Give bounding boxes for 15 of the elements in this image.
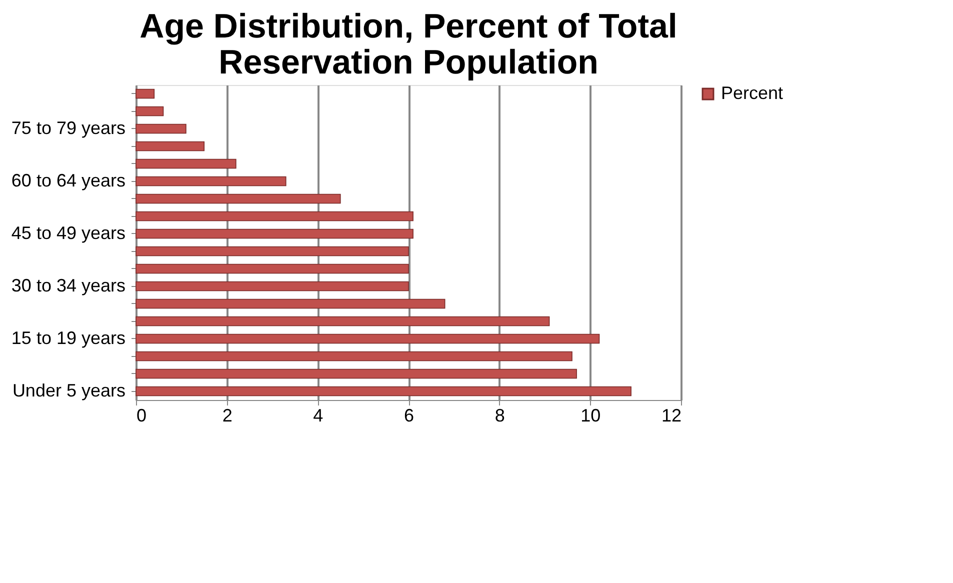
x-tick-label: 6: [404, 406, 414, 426]
chart-title: Age Distribution, Percent of Total Reservation Population: [140, 7, 678, 82]
x-tick-label: 10: [580, 406, 601, 426]
y-tick-label: 75 to 79 years: [11, 118, 126, 138]
x-tick-label: 0: [136, 406, 147, 426]
y-tick-label: 30 to 34 years: [11, 275, 126, 296]
x-tick-label: 4: [313, 406, 324, 426]
y-tick-label: 45 to 49 years: [11, 222, 126, 243]
y-tick-label: 15 to 19 years: [11, 328, 126, 348]
x-tick-label: 12: [661, 406, 682, 426]
y-tick-label: 60 to 64 years: [11, 170, 126, 190]
x-tick-label: 2: [222, 406, 232, 426]
y-tick-label: Under 5 years: [12, 380, 126, 400]
x-tick-label: 8: [494, 406, 505, 426]
legend-label: Percent: [721, 83, 784, 103]
